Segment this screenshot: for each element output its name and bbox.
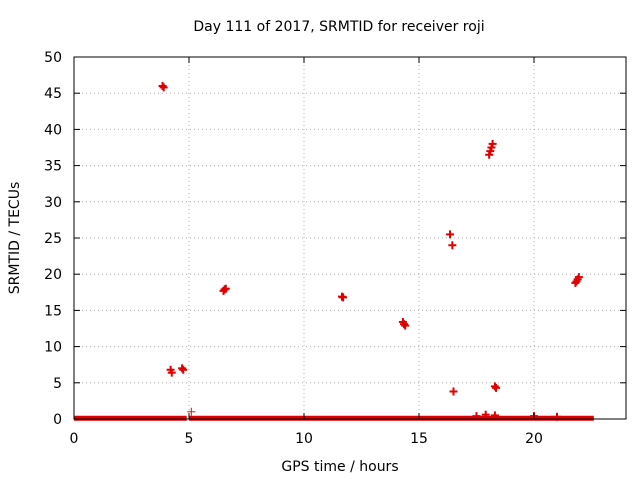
data-points: [74, 81, 594, 421]
x-tick-label: 20: [525, 431, 543, 447]
data-point: [167, 368, 176, 377]
data-point: [400, 320, 409, 329]
data-point: [492, 383, 501, 392]
y-tick-label: 20: [44, 267, 62, 283]
data-point: [179, 365, 188, 374]
data-point: [574, 273, 583, 282]
axis-ticks: 0 5 10 15 20 0 5 10 15 20 25 30 35 40 45 50: [44, 50, 626, 447]
y-tick-label: 0: [53, 412, 62, 428]
y-tick-label: 45: [44, 86, 62, 102]
x-tick-label: 0: [70, 431, 79, 447]
data-point: [178, 364, 187, 373]
data-point: [221, 284, 230, 293]
grid: [74, 57, 626, 419]
y-axis-label: SRMTID / TECUs: [7, 182, 23, 295]
data-point: [448, 241, 457, 250]
y-tick-label: 5: [53, 376, 62, 392]
chart-title: Day 111 of 2017, SRMTID for receiver roj…: [193, 19, 484, 35]
data-point: [401, 321, 410, 330]
y-tick-label: 40: [44, 122, 62, 138]
data-point: [158, 81, 167, 90]
y-tick-label: 30: [44, 195, 62, 211]
x-axis-label: GPS time / hours: [281, 459, 398, 475]
y-tick-label: 50: [44, 50, 62, 66]
data-point: [490, 382, 499, 391]
y-tick-label: 35: [44, 159, 62, 175]
x-tick-label: 5: [185, 431, 194, 447]
data-point: [449, 387, 458, 396]
data-point: [490, 411, 499, 420]
y-tick-label: 15: [44, 303, 62, 319]
y-tick-label: 25: [44, 231, 62, 247]
data-point: [488, 139, 497, 148]
data-point: [339, 293, 348, 302]
data-point: [159, 83, 168, 92]
data-point: [446, 230, 455, 239]
x-tick-label: 10: [295, 431, 313, 447]
data-point: [187, 407, 196, 416]
y-tick-label: 10: [44, 340, 62, 356]
data-point: [481, 410, 490, 419]
x-tick-label: 15: [410, 431, 428, 447]
